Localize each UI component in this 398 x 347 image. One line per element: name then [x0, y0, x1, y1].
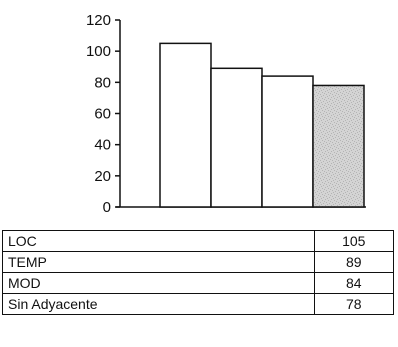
y-tick-label: 0 — [103, 199, 111, 216]
bars — [159, 42, 365, 208]
bar-mod — [261, 75, 314, 208]
row-label: TEMP — [2, 251, 315, 273]
bar-sin-adyacente — [312, 84, 365, 208]
y-tick-label: 120 — [86, 12, 111, 29]
table-row: TEMP 89 — [2, 251, 395, 273]
y-tick-label: 40 — [94, 137, 111, 154]
y-tick-label: 100 — [86, 43, 111, 60]
row-value: 84 — [313, 272, 395, 294]
bar-chart: 0 20 40 60 80 100 120 — [86, 12, 366, 216]
row-label: LOC — [2, 230, 315, 252]
table-row: LOC 105 — [2, 230, 395, 252]
table-row: Sin Adyacente 78 — [2, 293, 395, 315]
y-axis-ticks: 0 20 40 60 80 100 120 — [86, 12, 120, 216]
row-value: 105 — [313, 230, 395, 252]
y-tick-label: 60 — [94, 106, 111, 123]
row-label: Sin Adyacente — [2, 293, 315, 315]
row-label: MOD — [2, 272, 315, 294]
y-tick-label: 20 — [94, 168, 111, 185]
data-table: LOC 105 TEMP 89 MOD 84 Sin Adyacente 78 — [2, 230, 395, 315]
row-value: 78 — [313, 293, 395, 315]
bar-loc — [159, 42, 212, 208]
bar-temp — [210, 67, 263, 208]
y-tick-label: 80 — [94, 74, 111, 91]
row-value: 89 — [313, 251, 395, 273]
table-row: MOD 84 — [2, 272, 395, 294]
